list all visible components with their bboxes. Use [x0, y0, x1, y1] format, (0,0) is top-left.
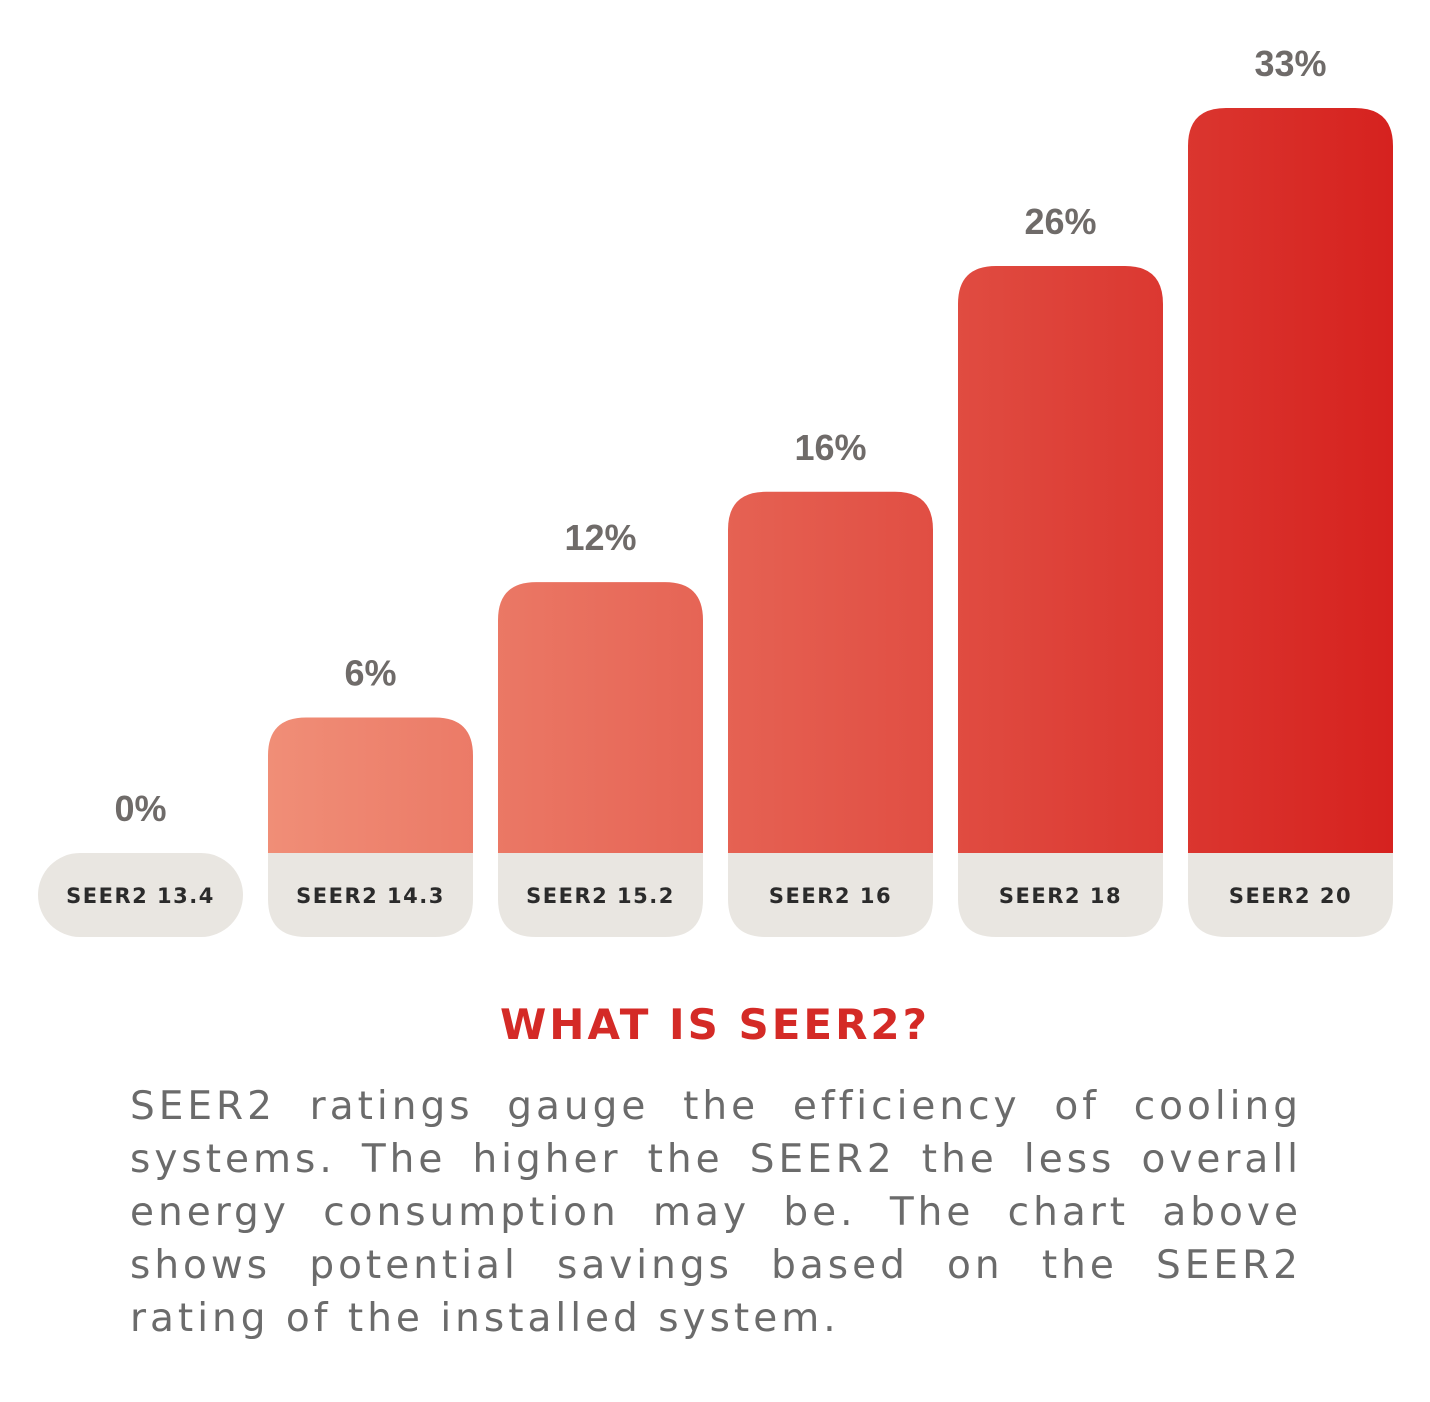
value-label: 6%: [344, 653, 396, 694]
value-label: 12%: [564, 517, 636, 558]
bar-group: 26% SEER2 18: [958, 201, 1163, 937]
category-label: SEER2 14.3: [296, 884, 445, 908]
bar-group: 6% SEER2 14.3: [268, 653, 473, 937]
value-label: 26%: [1024, 201, 1096, 242]
category-pill: [728, 853, 933, 937]
value-label: 16%: [794, 427, 866, 468]
bar-group: 12% SEER2 15.2: [498, 517, 703, 937]
bar-group: 0% SEER2 13.4: [38, 788, 243, 937]
category-label: SEER2 15.2: [526, 884, 675, 908]
bar: [1188, 108, 1393, 853]
bar-group: 33% SEER2 20: [1188, 43, 1393, 937]
category-pill: [958, 853, 1163, 937]
value-label: 33%: [1254, 43, 1326, 84]
category-pill: [498, 853, 703, 937]
bar: [958, 266, 1163, 854]
category-label: SEER2 18: [999, 884, 1122, 908]
category-pill: [268, 853, 473, 937]
bar: [728, 491, 933, 853]
category-label: SEER2 13.4: [66, 884, 215, 908]
category-pill: [38, 853, 243, 937]
category-pill: [1188, 853, 1393, 937]
bar: [498, 582, 703, 853]
bar: [268, 717, 473, 853]
category-label: SEER2 16: [769, 884, 892, 908]
category-label: SEER2 20: [1229, 884, 1352, 908]
section-heading: WHAT IS SEER2?: [499, 1000, 931, 1049]
savings-bar-chart: 0% SEER2 13.4 6% SEER2 14.3 12% SEER2 15.2 16%…: [38, 43, 1393, 937]
bars-layer: 0% SEER2 13.4 6% SEER2 14.3 12% SEER2 15.2 16%…: [38, 43, 1393, 937]
bar-group: 16% SEER2 16: [728, 427, 933, 937]
value-label: 0%: [114, 788, 166, 829]
description-text: SEER2 ratings gauge the efficiency of co…: [130, 1084, 1302, 1341]
